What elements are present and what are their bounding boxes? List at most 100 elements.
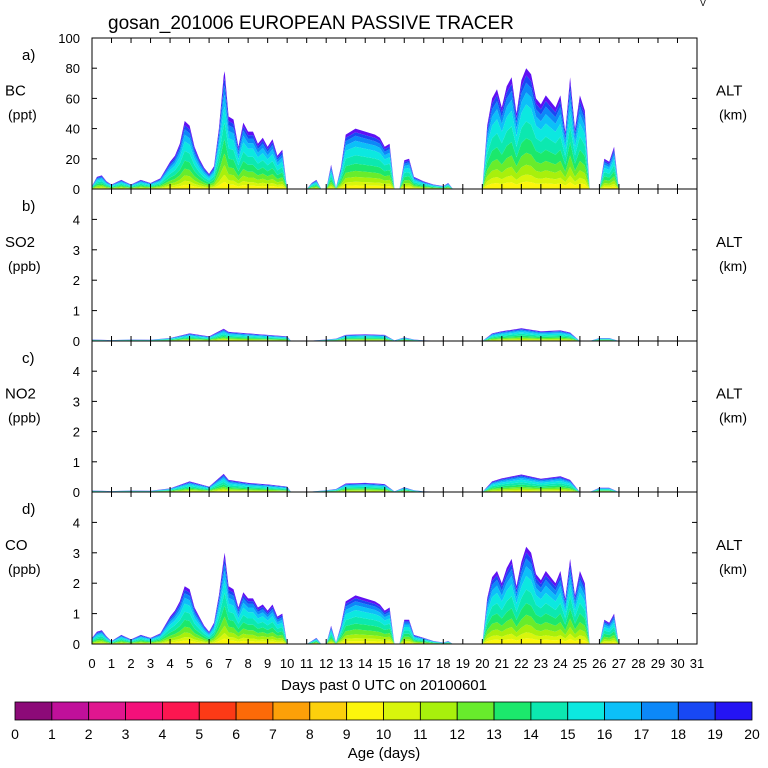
x-tick-label: 27 bbox=[612, 656, 626, 671]
colorbar-swatch bbox=[235, 701, 274, 721]
y-tick-label: 60 bbox=[66, 91, 80, 106]
colorbar-swatch bbox=[641, 701, 679, 721]
y-tick-label: 3 bbox=[73, 546, 80, 561]
x-tick-label: 9 bbox=[264, 656, 271, 671]
x-tick-label: 31 bbox=[690, 656, 704, 671]
x-tick-label: 0 bbox=[88, 656, 95, 671]
y-tick-label: 1 bbox=[73, 607, 80, 622]
y-tick-label: 4 bbox=[73, 212, 80, 227]
series-band-1 bbox=[92, 181, 697, 189]
colorbar-tick-label: 19 bbox=[707, 726, 723, 742]
series-band-4 bbox=[92, 152, 697, 189]
x-tick-label: 28 bbox=[631, 656, 645, 671]
corner-mark: V bbox=[700, 0, 706, 8]
x-tick-label: 11 bbox=[300, 656, 314, 671]
colorbar-tick-label: 0 bbox=[11, 726, 19, 742]
series-band-9 bbox=[92, 329, 697, 341]
colorbar-tick-label: 13 bbox=[486, 726, 502, 742]
series-band-1 bbox=[92, 638, 697, 644]
series-band-2 bbox=[92, 489, 697, 492]
x-tick-label: 24 bbox=[553, 656, 567, 671]
colorbar-swatch bbox=[198, 701, 237, 721]
alt-label: ALT bbox=[716, 234, 742, 251]
y-tick-label: 4 bbox=[73, 364, 80, 379]
colorbar-swatch bbox=[714, 701, 753, 721]
x-tick-label: 30 bbox=[670, 656, 684, 671]
x-tick-label: 10 bbox=[280, 656, 294, 671]
colorbar-tick-label: 7 bbox=[269, 726, 277, 742]
x-tick-label: 18 bbox=[436, 656, 450, 671]
x-axis-label: Days past 0 UTC on 20100601 bbox=[281, 677, 487, 694]
colorbar-tick-label: 16 bbox=[597, 726, 613, 742]
colorbar-swatch bbox=[567, 701, 605, 721]
panel-letter: d) bbox=[22, 501, 35, 518]
series-band-5 bbox=[92, 603, 697, 644]
colorbar-tick-label: 15 bbox=[560, 726, 576, 742]
units-label: (ppb) bbox=[8, 561, 41, 577]
x-tick-label: 29 bbox=[651, 656, 665, 671]
series-band-10 bbox=[92, 329, 697, 341]
y-tick-label: 2 bbox=[73, 425, 80, 440]
colorbar-tick-label: 17 bbox=[634, 726, 650, 742]
colorbar-swatch bbox=[51, 701, 90, 721]
panel-so2: 0 1 2 3 4 b) SO2 (ppb) ALT (km) bbox=[5, 188, 747, 349]
colorbar-label: Age (days) bbox=[348, 745, 421, 762]
colorbar-swatch bbox=[677, 701, 716, 721]
panel-co: 0 1 2 3 4 d) CO (ppb) ALT (km) bbox=[5, 491, 747, 652]
colorbar-tick-label: 10 bbox=[376, 726, 392, 742]
y-tick-label: 80 bbox=[66, 61, 80, 76]
y-tick-label: 0 bbox=[73, 485, 80, 500]
series-band-4 bbox=[92, 486, 697, 492]
colorbar-tick-label: 4 bbox=[159, 726, 167, 742]
series-band-2 bbox=[92, 174, 697, 189]
y-tick-label: 40 bbox=[66, 122, 80, 137]
alt-label: ALT bbox=[716, 537, 742, 554]
panel-letter: a) bbox=[22, 47, 35, 64]
series-band-11 bbox=[92, 328, 697, 341]
series-band-8 bbox=[92, 330, 697, 341]
series-band-10 bbox=[92, 75, 697, 189]
series-band-8 bbox=[92, 566, 697, 644]
x-tick-label: 23 bbox=[534, 656, 548, 671]
x-tick-label: 2 bbox=[127, 656, 134, 671]
series-band-2 bbox=[92, 632, 697, 644]
series-band-6 bbox=[92, 589, 697, 644]
y-tick-label: 0 bbox=[73, 334, 80, 349]
species-label: NO2 bbox=[5, 386, 36, 403]
plot-frame bbox=[91, 491, 698, 645]
y-tick-label: 0 bbox=[73, 637, 80, 652]
colorbar: 0 1 2 3 4 5 6 7 8 9 10 11 12 13 14 15 16 17 18 19 20 bbox=[11, 701, 760, 742]
colorbar-swatch bbox=[161, 701, 200, 721]
series-band-7 bbox=[92, 575, 697, 644]
y-tick-label: 1 bbox=[73, 455, 80, 470]
series-band-5 bbox=[92, 335, 697, 341]
x-tick-label: 25 bbox=[573, 656, 587, 671]
colorbar-swatch bbox=[383, 701, 421, 721]
colorbar-tick-label: 6 bbox=[232, 726, 240, 742]
alt-units-label: (km) bbox=[719, 561, 747, 577]
series-band-5 bbox=[92, 138, 697, 189]
series-band-10 bbox=[92, 475, 697, 492]
colorbar-tick-label: 1 bbox=[48, 726, 56, 742]
alt-label: ALT bbox=[716, 83, 742, 100]
series-band-8 bbox=[92, 477, 697, 492]
colorbar-tick-label: 2 bbox=[85, 726, 93, 742]
colorbar-swatch bbox=[125, 701, 163, 721]
colorbar-tick-label: 12 bbox=[449, 726, 465, 742]
y-tick-label: 3 bbox=[73, 243, 80, 258]
x-tick-label: 4 bbox=[166, 656, 173, 671]
x-tick-label: 19 bbox=[456, 656, 470, 671]
series-band-6 bbox=[92, 333, 697, 341]
y-tick-label: 3 bbox=[73, 394, 80, 409]
y-tick-label: 100 bbox=[58, 31, 80, 46]
series-band-6 bbox=[92, 481, 697, 492]
x-tick-label: 3 bbox=[147, 656, 154, 671]
x-tick-label: 16 bbox=[397, 656, 411, 671]
y-tick-label: 2 bbox=[73, 576, 80, 591]
species-label: BC bbox=[5, 83, 26, 100]
x-tick-label: 17 bbox=[417, 656, 431, 671]
panels-group: 020406080100a)BC(ppt)ALT(km)01234b)SO2(p… bbox=[5, 31, 747, 652]
colorbar-swatch bbox=[419, 701, 458, 721]
x-tick-label: 12 bbox=[319, 656, 333, 671]
